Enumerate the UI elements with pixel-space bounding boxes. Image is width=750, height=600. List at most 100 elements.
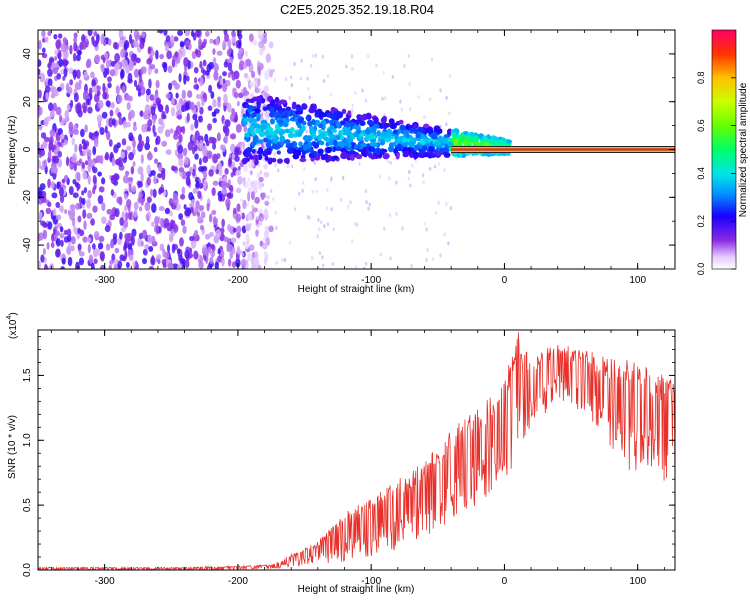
spectrogram-noise-cell <box>223 93 228 104</box>
spectrogram-noise-cell <box>184 209 190 217</box>
spectrogram-signal-cell <box>259 124 267 131</box>
spectrogram-noise-cell <box>140 198 145 206</box>
spectrogram-noise-cell <box>250 190 255 201</box>
spectrogram-signal-cell <box>372 142 378 148</box>
spectrogram-noise-cell <box>93 138 99 148</box>
spectrogram-noise-cell <box>176 248 181 254</box>
spectrogram-signal-cell <box>342 126 349 133</box>
spectrogram-noise-cell <box>221 82 228 92</box>
spectrogram-noise-cell <box>230 237 237 244</box>
spectrogram-noise-cell <box>92 186 96 195</box>
spectrogram-noise-cell <box>220 227 225 234</box>
spectrogram-noise-cell <box>99 250 105 261</box>
spectrogram-faint-cell <box>384 96 387 101</box>
spectrogram-noise-cell <box>177 30 184 36</box>
spectrogram-noise-cell <box>140 240 144 247</box>
spectrogram-noise-cell <box>203 170 208 180</box>
spectrogram-faint-cell <box>272 68 275 73</box>
spectrogram-noise-cell <box>92 247 99 258</box>
spectrogram-noise-cell <box>258 40 264 49</box>
spectrogram-noise-cell <box>47 78 53 86</box>
spectrogram-noise-cell <box>140 172 144 183</box>
spectrogram-noise-cell <box>210 91 215 99</box>
spectrogram-noise-cell <box>132 261 136 268</box>
spectrogram-noise-cell <box>119 217 124 226</box>
spectrogram-signal-cell <box>332 155 339 160</box>
spectrogram-noise-cell <box>206 202 210 212</box>
spectrogram-signal-cell <box>282 113 288 118</box>
spectrogram-signal-cell <box>333 139 338 147</box>
spectrogram-signal-cell <box>361 149 366 157</box>
spectrogram-noise-cell <box>228 158 232 165</box>
spectrogram-noise-cell <box>154 158 159 165</box>
spectrogram-faint-cell <box>322 79 326 84</box>
spectrogram-noise-cell <box>117 161 124 167</box>
spectrogram-noise-cell <box>180 219 186 226</box>
spectrogram-signal-cell <box>442 137 448 144</box>
spectrogram-noise-cell <box>55 39 61 50</box>
spectrogram-signal-cell <box>443 152 451 158</box>
spectrogram-noise-cell <box>38 39 42 50</box>
snr-y-label: SNR (10 * v/v) <box>7 415 18 479</box>
spectrogram-noise-cell <box>181 125 186 135</box>
spectrogram-faint-cell <box>366 54 370 59</box>
spectrogram-noise-cell <box>88 87 93 95</box>
spectrogram-noise-cell <box>120 68 125 79</box>
spectrogram-signal-cell <box>252 118 258 123</box>
spectrogram-noise-cell <box>119 231 123 240</box>
spectrogram-noise-cell <box>210 250 216 258</box>
spectrogram-faint-cell <box>395 211 398 216</box>
spectrogram-noise-cell <box>217 96 221 103</box>
spectrogram-noise-cell <box>83 142 88 150</box>
spectrogram-faint-cell <box>389 160 392 165</box>
spectrogram-noise-cell <box>213 63 219 73</box>
spectrogram-noise-cell <box>146 196 152 203</box>
spectrogram-noise-cell <box>212 142 217 150</box>
spectrogram-signal-cell <box>250 131 256 136</box>
snr-scale-exponent: 4 <box>6 316 13 320</box>
spectrogram-noise-cell <box>102 56 106 64</box>
spectrogram-noise-cell <box>92 205 98 213</box>
spectrogram-signal-cell <box>354 144 359 150</box>
spectrogram-noise-cell <box>77 50 82 56</box>
spectrogram-faint-cell <box>321 263 325 268</box>
spectrogram-y-tick-label: 40 <box>22 48 33 60</box>
spectrogram-noise-cell <box>54 90 59 97</box>
spectrogram-noise-cell <box>42 140 48 149</box>
spectrogram-signal-cell <box>370 146 376 153</box>
spectrogram-noise-cell <box>92 40 98 48</box>
spectrogram-noise-cell <box>122 120 128 129</box>
spectrogram-noise-cell <box>150 50 155 57</box>
spectrogram-noise-cell <box>196 101 201 109</box>
spectrogram-noise-cell <box>144 244 150 250</box>
spectrogram-signal-cell <box>295 110 303 115</box>
spectrogram-x-ticks: -300 -200 -100 0 100 <box>50 30 665 286</box>
spectrogram-signal-cell <box>276 150 281 155</box>
spectrogram-noise-cell <box>173 133 179 140</box>
spectrogram-noise-cell <box>178 49 184 59</box>
spectrogram-noise-cell <box>166 50 173 60</box>
spectrogram-faint-cell <box>423 221 426 226</box>
spectrogram-noise-cell <box>159 53 164 60</box>
spectrogram-noise-cell <box>221 144 226 153</box>
spectrogram-noise-cell <box>124 193 128 200</box>
spectrogram-faint-cell <box>308 95 312 100</box>
spectrogram-noise-cell <box>198 157 202 166</box>
spectrogram-x-tick-label: -100 <box>361 275 381 286</box>
spectrogram-noise-cell <box>60 266 65 269</box>
spectrogram-noise-cell <box>195 30 201 38</box>
spectrogram-noise-cell <box>178 157 184 167</box>
spectrogram-noise-cell <box>181 89 187 100</box>
spectrogram-noise-cell <box>46 115 52 122</box>
spectrogram-noise-cell <box>231 30 236 38</box>
spectrogram-noise-cell <box>158 186 165 194</box>
spectrogram-signal-cell <box>355 153 363 160</box>
spectrogram-signal-cell <box>482 135 487 140</box>
spectrogram-noise-cell <box>117 260 123 269</box>
spectrogram-noise-cell <box>154 68 159 74</box>
spectrogram-faint-cell <box>367 206 370 211</box>
spectrogram-noise-cell <box>75 54 81 62</box>
spectrogram-signal-cell <box>423 123 430 129</box>
spectrogram-noise-cell <box>69 204 76 211</box>
spectrogram-noise-cell <box>126 198 132 208</box>
